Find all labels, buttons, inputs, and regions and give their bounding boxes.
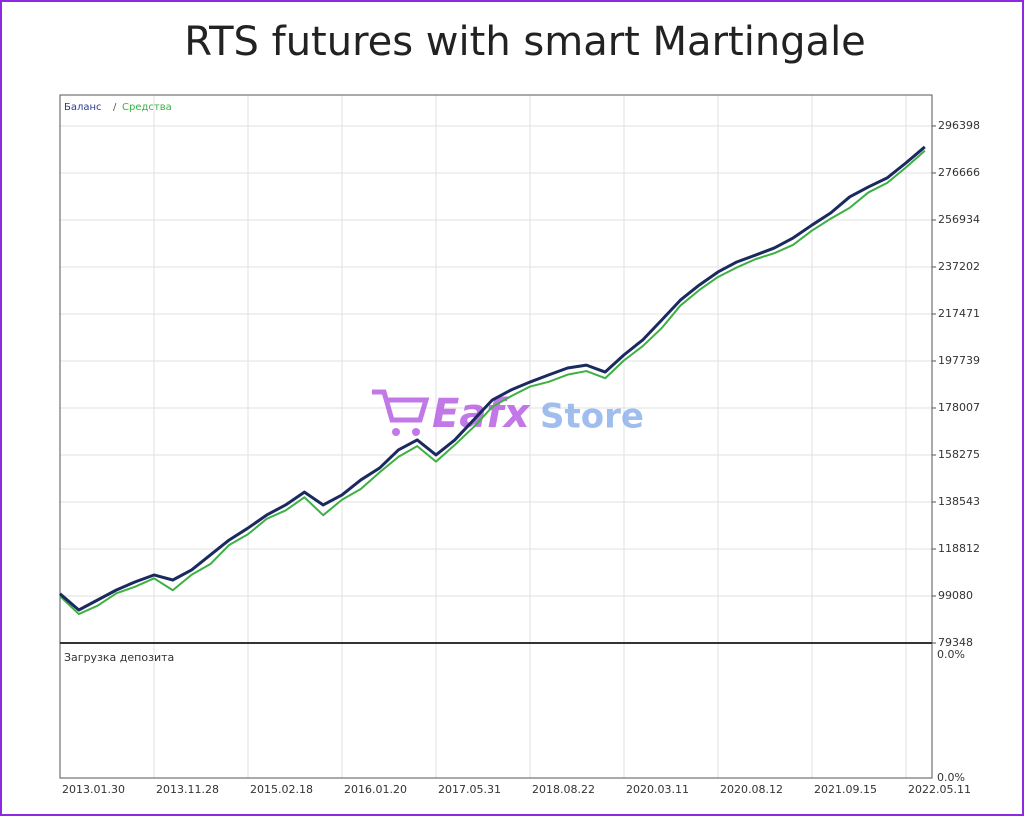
watermark: Eafx Store bbox=[372, 389, 644, 437]
x-tick-label: 2013.11.28 bbox=[156, 783, 219, 796]
y-tick-label: 296398 bbox=[938, 119, 980, 132]
legend-equity: Средства bbox=[122, 102, 172, 113]
x-tick-label: 2022.05.11 bbox=[908, 783, 971, 796]
x-tick-label: 2015.02.18 bbox=[250, 783, 313, 796]
y-tick-label: 178007 bbox=[938, 401, 980, 414]
chart-title: RTS futures with smart Martingale bbox=[184, 19, 866, 65]
lower-panel-title: Загрузка депозита bbox=[64, 651, 174, 664]
lower-panel-top-label: 0.0% bbox=[937, 648, 965, 661]
series-line bbox=[59, 145, 926, 612]
x-tick-label: 2018.08.22 bbox=[532, 783, 595, 796]
y-tick-label: 158275 bbox=[938, 448, 980, 461]
legend-balance: Баланс bbox=[64, 102, 102, 113]
y-tick-label: 118812 bbox=[938, 542, 980, 555]
lower-panel-bottom-label: 0.0% bbox=[937, 771, 965, 784]
x-tick-label: 2016.01.20 bbox=[344, 783, 407, 796]
x-tick-label: 2021.09.15 bbox=[814, 783, 877, 796]
y-tick-label: 256934 bbox=[938, 213, 980, 226]
watermark-text: Eafx bbox=[432, 391, 531, 437]
y-tick-label: 197739 bbox=[938, 354, 980, 367]
watermark-wheel bbox=[392, 428, 400, 436]
x-tick-label: 2013.01.30 bbox=[62, 783, 125, 796]
y-tick-label: 217471 bbox=[938, 307, 980, 320]
watermark-cart bbox=[372, 389, 430, 423]
x-tick-label: 2020.03.11 bbox=[626, 783, 689, 796]
y-tick-label: 237202 bbox=[938, 260, 980, 273]
y-tick-label: 79348 bbox=[938, 636, 973, 649]
y-tick-label: 276666 bbox=[938, 166, 980, 179]
series-line bbox=[59, 149, 926, 616]
x-tick-label: 2017.05.31 bbox=[438, 783, 501, 796]
legend-separator: / bbox=[113, 102, 117, 113]
watermark-wheel bbox=[412, 428, 420, 436]
y-tick-label: 138543 bbox=[938, 495, 980, 508]
watermark-text: Store bbox=[540, 397, 644, 437]
y-tick-label: 99080 bbox=[938, 589, 973, 602]
x-tick-label: 2020.08.12 bbox=[720, 783, 783, 796]
